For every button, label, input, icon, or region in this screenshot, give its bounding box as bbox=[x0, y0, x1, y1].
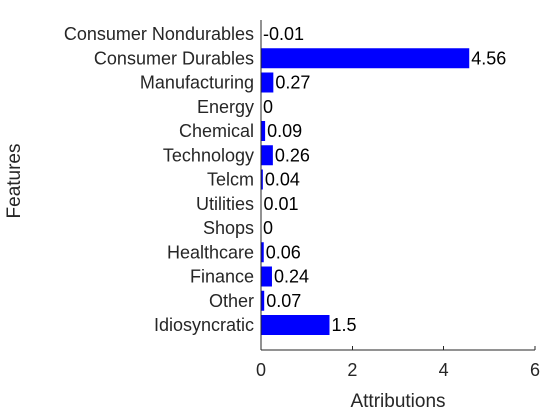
bar bbox=[261, 242, 264, 263]
bar-value-label: 0.09 bbox=[267, 121, 302, 141]
bar-value-label: 0 bbox=[263, 218, 273, 238]
bar bbox=[261, 121, 266, 141]
value-labels-layer: -0.014.560.2700.090.260.040.0100.060.240… bbox=[263, 24, 506, 335]
y-axis-title: Features bbox=[4, 144, 25, 219]
bar-value-label: 4.56 bbox=[471, 48, 506, 68]
category-label: Other bbox=[209, 291, 254, 311]
x-tick-label: 4 bbox=[439, 360, 449, 380]
category-label: Finance bbox=[190, 267, 254, 287]
category-labels-layer: Consumer Nondurables Consumer Durables Man… bbox=[64, 24, 254, 335]
bar-value-label: -0.01 bbox=[263, 24, 304, 44]
bar-value-label: 0.06 bbox=[266, 242, 301, 262]
bar bbox=[261, 145, 273, 166]
x-axis-title: Attributions bbox=[350, 391, 445, 412]
x-tick-label: 2 bbox=[347, 360, 357, 380]
x-ticks-layer: 0 2 4 6 bbox=[256, 346, 540, 380]
bar bbox=[261, 290, 265, 311]
x-tick-label: 0 bbox=[256, 360, 266, 380]
axes-layer bbox=[260, 20, 535, 351]
category-label: Shops bbox=[203, 218, 254, 238]
bars-layer bbox=[260, 24, 470, 335]
bar bbox=[261, 169, 263, 190]
bar-value-label: 0.04 bbox=[265, 170, 300, 190]
category-label: Energy bbox=[197, 97, 254, 117]
category-label: Healthcare bbox=[167, 242, 254, 262]
x-tick-label: 6 bbox=[530, 360, 540, 380]
bar-value-label: 1.5 bbox=[332, 315, 357, 335]
category-label: Chemical bbox=[179, 121, 254, 141]
category-label: Manufacturing bbox=[140, 73, 254, 93]
bar-value-label: 0.24 bbox=[274, 267, 309, 287]
category-label: Idiosyncratic bbox=[154, 315, 254, 335]
bar-value-label: 0.01 bbox=[263, 194, 298, 214]
bar-value-label: 0 bbox=[263, 97, 273, 117]
bar-value-label: 0.27 bbox=[275, 73, 310, 93]
bar bbox=[261, 72, 274, 93]
category-label: Telcm bbox=[207, 170, 254, 190]
bar bbox=[261, 266, 272, 287]
category-label: Consumer Durables bbox=[94, 48, 254, 68]
bar-value-label: 0.26 bbox=[275, 145, 310, 165]
bar-value-label: 0.07 bbox=[266, 291, 301, 311]
category-label: Utilities bbox=[196, 194, 254, 214]
category-label: Technology bbox=[163, 145, 254, 165]
bar bbox=[261, 315, 330, 335]
bar bbox=[261, 48, 470, 69]
category-label: Consumer Nondurables bbox=[64, 24, 254, 44]
